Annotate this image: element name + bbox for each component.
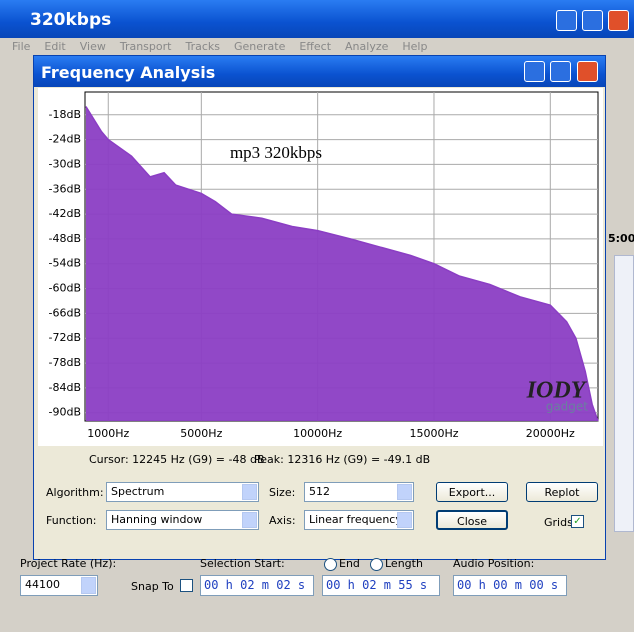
size-select[interactable]: 512: [304, 482, 414, 502]
menu-item[interactable]: Edit: [44, 40, 66, 53]
function-value: Hanning window: [111, 513, 203, 526]
maximize[interactable]: [582, 10, 603, 31]
length-radio[interactable]: [370, 558, 383, 571]
y-tick-label: -30dB: [49, 157, 82, 170]
audio-position-label: Audio Position:: [453, 557, 535, 570]
algorithm-select[interactable]: Spectrum: [106, 482, 259, 502]
project-rate[interactable]: 44100: [20, 575, 98, 596]
y-tick-label: -66dB: [49, 306, 82, 319]
scrollbar[interactable]: [614, 255, 634, 532]
algorithm-value: Spectrum: [111, 485, 165, 498]
annotation: mp3 320kbps: [230, 143, 322, 162]
dialog-title: Frequency Analysis: [41, 63, 216, 82]
y-tick-label: -54dB: [49, 257, 82, 270]
menu-item[interactable]: Analyze: [345, 40, 389, 53]
close-main[interactable]: [608, 10, 629, 31]
x-tick-label: 20000Hz: [526, 427, 575, 440]
snap-checkbox[interactable]: [180, 579, 193, 592]
y-tick-label: -48dB: [49, 232, 82, 245]
dialog-minimize[interactable]: [524, 61, 545, 82]
y-tick-label: -42dB: [49, 207, 82, 220]
spectrum-line: [85, 106, 599, 422]
axis-value: Linear frequency: [309, 513, 402, 526]
logo: IODY: [526, 378, 588, 404]
menu-item[interactable]: Help: [402, 40, 428, 53]
function-label: Function:: [46, 514, 97, 527]
menu-item[interactable]: Generate: [233, 40, 286, 53]
selection-start-label: Selection Start:: [200, 557, 285, 570]
y-tick-label: -60dB: [49, 282, 82, 295]
x-tick-label: 1000Hz: [87, 427, 129, 440]
x-tick-label: 5000Hz: [180, 427, 222, 440]
spectrum-panel: -18dB -24dB -30dB -36dB -42dB -48dB -54dB -60dB…: [38, 88, 603, 446]
peak-text: Peak: 12316 Hz (G9) = -49.1 dB: [254, 453, 431, 466]
end-label: End: [339, 557, 360, 570]
logo-sub: gadget: [546, 400, 589, 414]
y-tick-label: -24dB: [49, 133, 82, 146]
algorithm-label: Algorithm:: [46, 486, 104, 499]
project-rate-value: 44100: [25, 578, 60, 591]
dialog-close[interactable]: [577, 61, 598, 82]
grids-label: Grids: [544, 516, 573, 529]
grids-checkbox[interactable]: ✓: [571, 515, 584, 528]
project-rate-label: Project Rate (Hz):: [20, 557, 117, 570]
function-select[interactable]: Hanning window: [106, 510, 259, 530]
time-field[interactable]: 00 h 02 m 02 s: [200, 575, 314, 596]
dialog: Frequency Analysis -18dB -24dB -30dB -36dB -…: [33, 55, 606, 560]
menu-item[interactable]: Effect: [299, 40, 332, 53]
y-tick-label: -18dB: [49, 108, 82, 121]
timeline-label: 5:00: [608, 232, 634, 245]
menu-item[interactable]: File: [12, 40, 31, 53]
axis-label: Axis:: [269, 514, 296, 527]
length-label: Length: [385, 557, 423, 570]
menu-item[interactable]: Tracks: [185, 40, 220, 53]
menu-bar: File Edit View Transport Tracks Generate Effec…: [0, 38, 634, 56]
size-label: Size:: [269, 486, 296, 499]
time-field[interactable]: 00 h 02 m 55 s: [322, 575, 440, 596]
minimize[interactable]: [556, 10, 577, 31]
area-fill: [85, 106, 599, 421]
main-title-bar: 320kbps: [0, 0, 634, 38]
cursor-text: Cursor: 12245 Hz (G9) = -48 dB: [89, 453, 265, 466]
y-tick-label: -36dB: [49, 182, 82, 195]
y-tick-label: -90dB: [49, 406, 82, 419]
replot-button[interactable]: Replot: [526, 482, 598, 502]
time-field[interactable]: 00 h 00 m 00 s: [453, 575, 567, 596]
y-tick-label: -78dB: [49, 356, 82, 369]
close-button[interactable]: Close: [436, 510, 508, 530]
y-tick-label: -72dB: [49, 331, 82, 344]
main-title: 320kbps: [30, 10, 112, 30]
x-tick-label: 10000Hz: [293, 427, 342, 440]
size-value: 512: [309, 485, 330, 498]
dialog-title-bar: Frequency Analysis: [34, 56, 605, 87]
dialog-maximize[interactable]: [550, 61, 571, 82]
end-radio[interactable]: [324, 558, 337, 571]
menu-item[interactable]: View: [79, 40, 106, 53]
export-button[interactable]: Export...: [436, 482, 508, 502]
x-tick-label: 15000Hz: [409, 427, 458, 440]
snap-to-label: Snap To: [131, 580, 174, 593]
menu-item[interactable]: Transport: [119, 40, 172, 53]
y-tick-label: -84dB: [49, 381, 82, 394]
axis-select[interactable]: Linear frequency: [304, 510, 414, 530]
